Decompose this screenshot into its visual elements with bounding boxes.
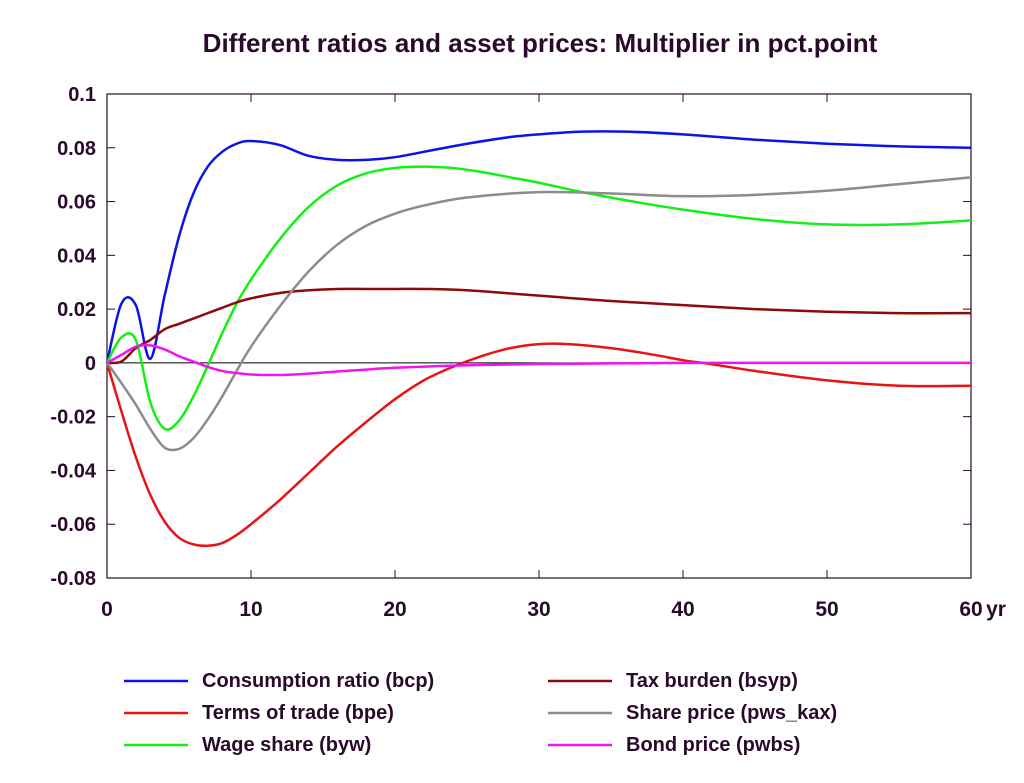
x-axis: 0 10 20 30 40 50 60	[101, 94, 983, 621]
x-tick-label: 60	[959, 598, 982, 621]
y-tick-label: 0.06	[57, 192, 96, 214]
y-tick-label: -0.06	[50, 514, 96, 536]
y-tick-label: -0.08	[50, 568, 96, 590]
series-line-bond-price-pwbs	[106, 343, 971, 377]
series-line-wage-share-byw	[105, 165, 972, 431]
x-tick-label: 40	[671, 598, 694, 621]
series-line-consumption-ratio-bcp	[105, 130, 972, 364]
series-line-share-price-pws-kax	[105, 176, 972, 452]
series-group	[105, 130, 972, 548]
plot-frame	[106, 93, 972, 579]
legend-label: Wage share (byw)	[202, 734, 371, 756]
y-tick-label: 0.08	[57, 138, 96, 160]
x-unit-label: yr	[986, 598, 1006, 621]
y-tick-label: 0.04	[57, 245, 97, 267]
y-tick-label: -0.04	[50, 460, 96, 482]
x-tick-label: 20	[383, 598, 406, 621]
legend-label: Consumption ratio (bcp)	[202, 670, 434, 692]
legend: Consumption ratio (bcp) Terms of trade (b…	[124, 670, 837, 756]
y-tick-label: -0.02	[50, 407, 96, 429]
series-line-tax-burden-bsyp	[106, 287, 972, 365]
legend-label: Share price (pws_kax)	[626, 702, 837, 724]
x-tick-label: 0	[101, 598, 113, 621]
legend-label: Terms of trade (bpe)	[202, 702, 394, 724]
legend-label: Tax burden (bsyp)	[626, 670, 798, 692]
y-tick-label: 0	[85, 353, 96, 375]
x-tick-label: 10	[239, 598, 262, 621]
chart-title: Different ratios and asset prices: Multi…	[203, 28, 878, 58]
y-tick-label: 0.1	[68, 84, 96, 106]
legend-label: Bond price (pwbs)	[626, 734, 800, 756]
y-tick-label: 0.02	[57, 299, 96, 321]
x-tick-label: 30	[527, 598, 550, 621]
y-axis: -0.08 -0.06 -0.04 -0.02 0 0.02 0.04 0.06 0.08 0.1	[50, 84, 971, 590]
x-tick-label: 50	[815, 598, 838, 621]
